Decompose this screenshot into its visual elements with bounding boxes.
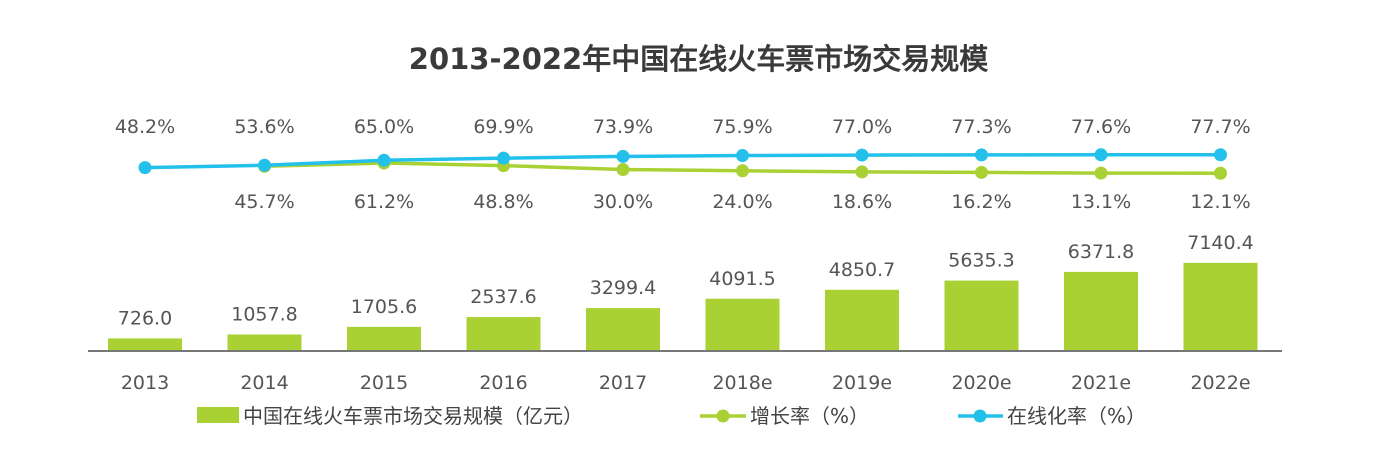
online-label-2017: 73.9%: [593, 116, 653, 138]
x-tick-2013: 2013: [121, 372, 169, 394]
online-point-2019e: [855, 148, 869, 162]
growth-point-2021e: [1094, 166, 1108, 180]
online-label-2020e: 77.3%: [951, 116, 1011, 138]
bar-2019e: [825, 289, 899, 350]
legend-label-bar: 中国在线火车票市场交易规模（亿元）: [243, 404, 583, 428]
bar-label-2018e: 4091.5: [709, 268, 775, 290]
x-tick-2020e: 2020e: [951, 372, 1011, 394]
growth-label-2021e: 13.1%: [1071, 191, 1131, 213]
bar-2013: [108, 338, 182, 350]
x-tick-2021e: 2021e: [1071, 372, 1131, 394]
bar-label-2016: 2537.6: [470, 286, 536, 308]
bar-2021e: [1064, 271, 1138, 350]
x-tick-2019e: 2019e: [832, 372, 892, 394]
online-rate-series: 48.2% 53.6% 65.0% 69.9% 73.9% 75.9% 77.0% 77.3%…: [115, 116, 1251, 175]
online-point-2015: [377, 153, 391, 167]
growth-label-2018e: 24.0%: [712, 191, 772, 213]
growth-label-2019e: 18.6%: [832, 191, 892, 213]
growth-point-2020e: [975, 165, 988, 179]
bar-2015: [347, 326, 421, 350]
chart-title: 2013-2022年中国在线火车票市场交易规模: [408, 42, 989, 76]
online-label-2016: 69.9%: [473, 116, 533, 138]
legend-swatch-bar: [197, 407, 239, 423]
online-label-2021e: 77.6%: [1071, 116, 1131, 138]
growth-label-2016: 48.8%: [473, 191, 533, 213]
online-point-2017: [616, 149, 630, 163]
online-point-2022e: [1214, 148, 1227, 162]
growth-rate-series: 45.7% 61.2% 48.8% 30.0% 24.0% 18.6% 16.2% 13.1%…: [234, 156, 1251, 213]
growth-point-2019e: [855, 165, 869, 179]
online-point-2013: [138, 161, 152, 175]
online-point-2020e: [975, 148, 988, 162]
bar-2018e: [705, 298, 780, 350]
bar-2020e: [944, 280, 1019, 350]
growth-label-2015: 61.2%: [354, 191, 414, 213]
online-point-2018e: [736, 149, 749, 163]
x-tick-2016: 2016: [479, 372, 527, 394]
bar-2014: [227, 334, 302, 350]
growth-point-2022e: [1214, 166, 1227, 180]
x-tick-2015: 2015: [360, 372, 408, 394]
online-label-2013: 48.2%: [115, 116, 175, 138]
online-point-2021e: [1094, 148, 1108, 162]
x-tick-2017: 2017: [599, 372, 647, 394]
bar-label-2013: 726.0: [118, 307, 172, 329]
bar-label-2014: 1057.8: [231, 303, 297, 325]
online-label-2019e: 77.0%: [832, 116, 892, 138]
bar-2022e: [1183, 262, 1258, 350]
legend-label-growth: 增长率（%）: [750, 404, 869, 428]
bar-value-labels: 726.0 1057.8 1705.6 2537.6 3299.4 4091.5 4850.…: [118, 232, 1254, 330]
growth-point-2017: [616, 163, 630, 177]
growth-point-2018e: [736, 164, 749, 178]
online-label-2018e: 75.9%: [712, 116, 772, 138]
bar-2017: [586, 308, 660, 350]
x-tick-2022e: 2022e: [1190, 372, 1250, 394]
legend-swatch-growth-dot: [716, 409, 730, 423]
bar-series: [108, 262, 1258, 350]
online-label-2022e: 77.7%: [1190, 116, 1250, 138]
bar-label-2022e: 7140.4: [1187, 232, 1253, 254]
legend-label-online: 在线化率（%）: [1007, 404, 1146, 428]
growth-label-2022e: 12.1%: [1190, 191, 1250, 213]
legend-swatch-online-dot: [973, 409, 987, 423]
online-line: [144, 153, 1221, 170]
x-tick-labels: 2013 2014 2015 2016 2017 2018e 2019e 2020e 2021e…: [121, 372, 1251, 394]
online-point-2014: [258, 158, 271, 172]
bar-label-2015: 1705.6: [351, 296, 417, 318]
bar-label-2020e: 5635.3: [948, 250, 1014, 272]
bar-label-2021e: 6371.8: [1068, 241, 1134, 263]
growth-label-2020e: 16.2%: [951, 191, 1011, 213]
bar-label-2019e: 4850.7: [829, 259, 895, 281]
growth-label-2014: 45.7%: [234, 191, 294, 213]
online-point-2016: [497, 151, 510, 165]
x-tick-2018e: 2018e: [712, 372, 772, 394]
bar-2016: [466, 317, 541, 350]
legend: 中国在线火车票市场交易规模（亿元） 增长率（%） 在线化率（%）: [197, 404, 1146, 428]
growth-label-2017: 30.0%: [593, 191, 653, 213]
online-label-2015: 65.0%: [354, 116, 414, 138]
x-tick-2014: 2014: [240, 372, 288, 394]
online-label-2014: 53.6%: [234, 116, 294, 138]
bar-label-2017: 3299.4: [590, 277, 656, 299]
